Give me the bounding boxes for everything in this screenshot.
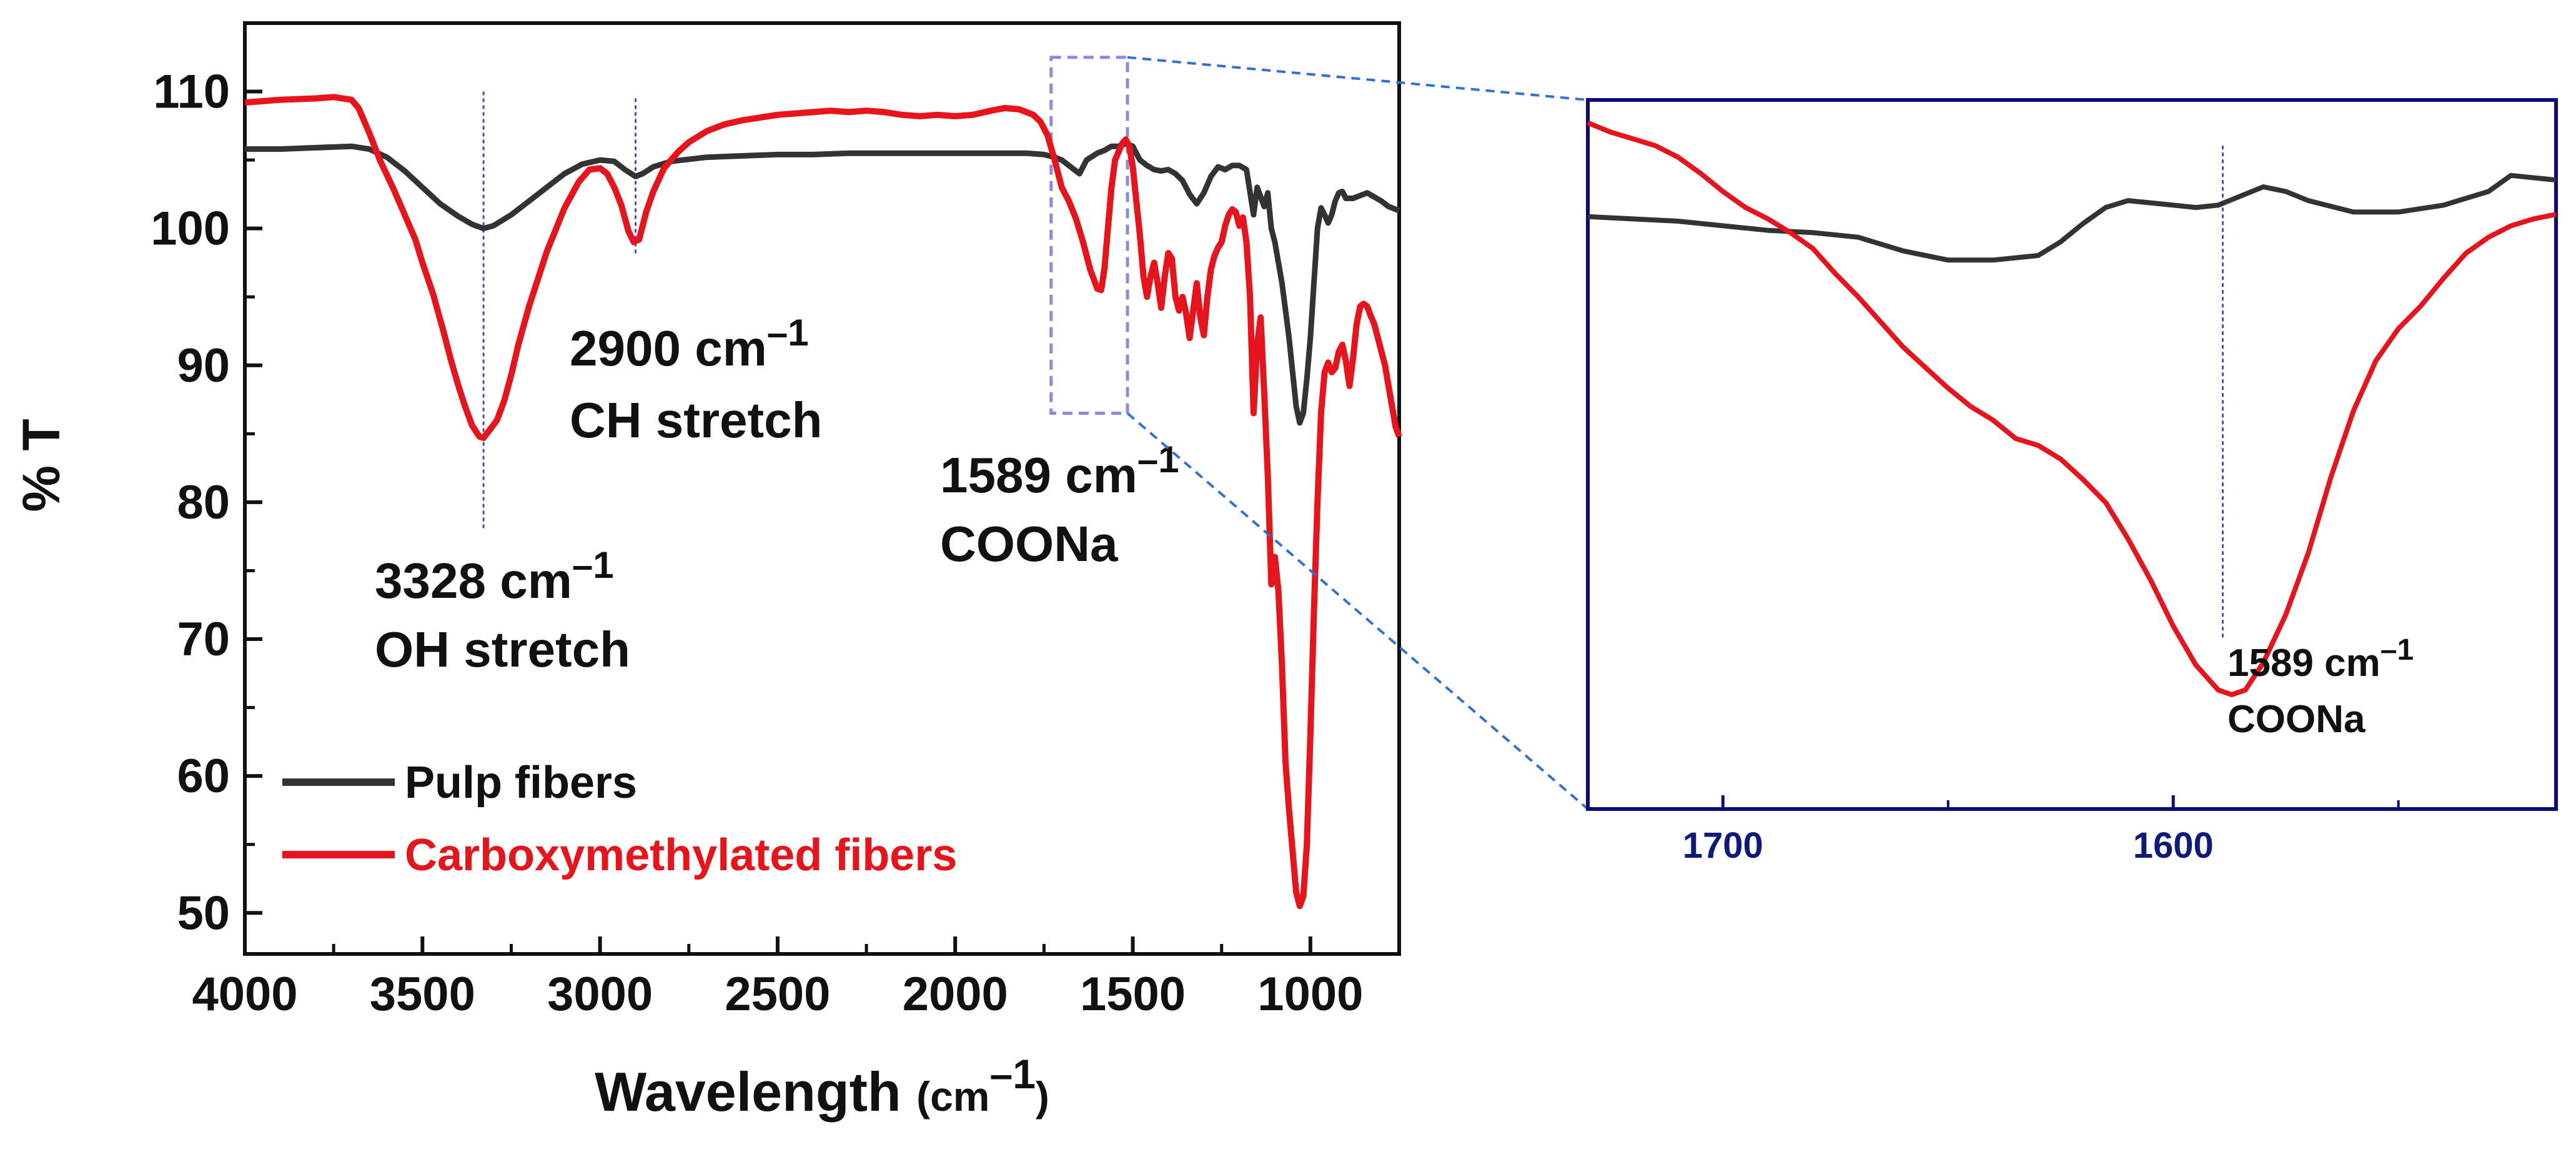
annotation-ch-value: 2900 cm–1 bbox=[570, 312, 809, 376]
legend-pulp-label: Pulp fibers bbox=[405, 758, 637, 808]
y-axis-title: % T bbox=[12, 419, 71, 512]
x-tick-label: 2500 bbox=[725, 968, 830, 1021]
inset-x-axis: 1700 1600 bbox=[1683, 795, 2400, 866]
inset-chart: 1700 1600 1589 cm–1 COONa bbox=[1586, 98, 2558, 866]
x-tick-label: 3000 bbox=[547, 968, 653, 1021]
carboxymethylated-fibers-series bbox=[244, 94, 1402, 910]
inset-annotation-label: COONa bbox=[2227, 698, 2365, 741]
x-tick-label: 4000 bbox=[192, 968, 297, 1021]
zoom-region-box bbox=[1049, 56, 1129, 415]
inset-annotation-value: 1589 cm–1 bbox=[2227, 633, 2414, 685]
annotation-oh-label: OH stretch bbox=[375, 622, 630, 677]
legend: Pulp fibers Carboxymethylated fibers bbox=[282, 758, 957, 880]
main-chart: 4000 3500 3000 2500 2000 1500 1000 50 60 70 80 90 1… bbox=[12, 21, 1402, 1123]
zoom-connector-bottom bbox=[1126, 412, 1589, 810]
main-guides bbox=[482, 91, 637, 530]
main-y-axis: 50 60 70 80 90 100 110 bbox=[151, 66, 262, 940]
x-tick-label: 1500 bbox=[1080, 968, 1186, 1021]
x-tick-label: 1000 bbox=[1257, 968, 1363, 1021]
main-x-axis: 4000 3500 3000 2500 2000 1500 1000 bbox=[192, 936, 1363, 1021]
x-tick-label: 3500 bbox=[370, 968, 475, 1021]
inset-x-tick-label: 1600 bbox=[2133, 825, 2214, 866]
pulp-fibers-series bbox=[245, 141, 1400, 426]
annotation-coonna-label: COONa bbox=[940, 516, 1118, 572]
y-tick-label: 60 bbox=[177, 750, 230, 803]
annotation-oh-value: 3328 cm–1 bbox=[375, 544, 614, 608]
annotation-ch-label: CH stretch bbox=[570, 392, 823, 448]
inset-plot-frame bbox=[1586, 98, 2558, 811]
y-tick-label: 110 bbox=[153, 66, 230, 119]
inset-carboxymethylated-fibers-series bbox=[1587, 120, 2557, 697]
y-tick-label: 70 bbox=[177, 613, 230, 666]
y-tick-label: 90 bbox=[177, 339, 230, 392]
zoom-connector-top bbox=[1127, 56, 1588, 101]
x-tick-label: 2000 bbox=[903, 968, 1008, 1021]
y-tick-label: 50 bbox=[177, 886, 230, 940]
annotation-coonna-value: 1589 cm–1 bbox=[940, 439, 1179, 503]
x-axis-title: Wavelength (cm–1) bbox=[595, 1051, 1049, 1123]
legend-carboxy-label: Carboxymethylated fibers bbox=[405, 830, 957, 880]
main-plot-frame bbox=[243, 21, 1401, 956]
y-tick-label: 100 bbox=[151, 202, 230, 256]
inset-x-tick-label: 1700 bbox=[1683, 825, 1763, 866]
y-tick-label: 80 bbox=[177, 476, 230, 529]
